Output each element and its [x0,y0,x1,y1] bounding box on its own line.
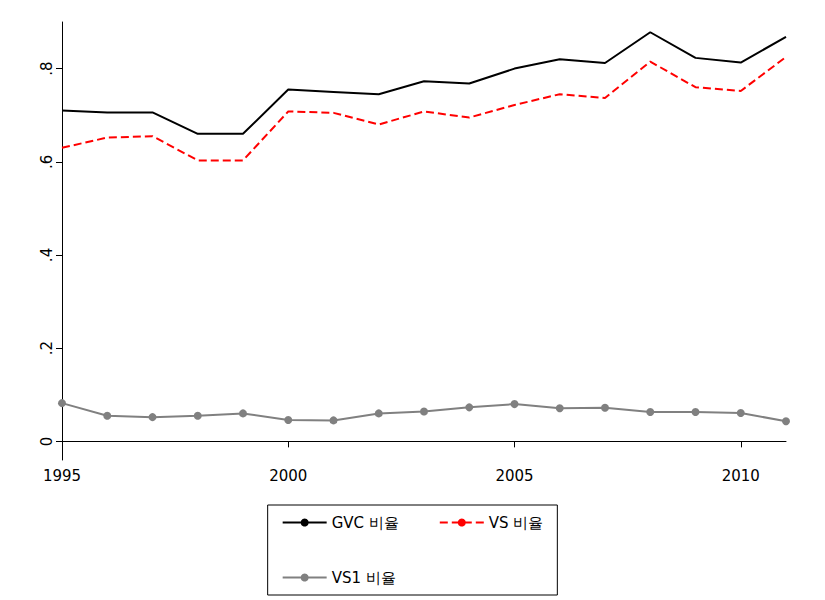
svg-text:VS1 비율: VS1 비율 [332,569,396,587]
svg-text:.2: .2 [38,341,56,355]
svg-text:1995: 1995 [43,467,81,485]
svg-text:.6: .6 [38,155,56,169]
svg-text:.4: .4 [38,248,56,262]
svg-text:2005: 2005 [495,467,533,485]
svg-text:VS 비율: VS 비율 [489,514,544,532]
svg-text:.8: .8 [38,61,56,75]
svg-text:2010: 2010 [722,467,760,485]
svg-text:2000: 2000 [269,467,307,485]
svg-text:0: 0 [38,437,56,447]
svg-text:GVC 비율: GVC 비율 [332,514,399,532]
